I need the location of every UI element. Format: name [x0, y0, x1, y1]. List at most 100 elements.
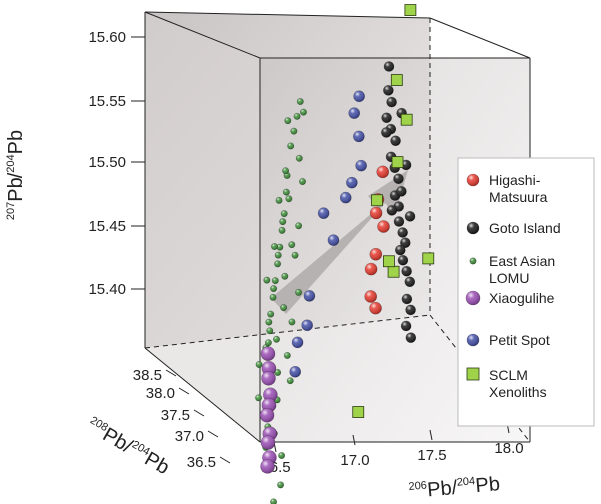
x-tick-mark [429, 429, 433, 441]
legend: Higashi-Matsuura Goto Island East AsianLOM… [457, 157, 595, 427]
point-goto-shine [401, 266, 412, 277]
x-label-ref: 204 [456, 475, 475, 489]
point-eastasian-shine [293, 113, 301, 120]
legend-item-petitspot: Petit Spot [466, 332, 550, 348]
point-goto-shine [400, 237, 411, 248]
z-tick-mark [178, 387, 190, 395]
point-eastasian-shine [267, 310, 274, 318]
point-petitspot-shine [348, 107, 360, 119]
legend-label: LOMU [489, 270, 529, 286]
point-sclm [391, 156, 404, 169]
point-eastasian-shine [297, 98, 304, 105]
legend-items: Higashi-Matsuura Goto Island East AsianLOM… [465, 172, 561, 400]
point-goto-shine [404, 276, 415, 287]
box-edge [144, 11, 431, 19]
point-eastasian-shine [277, 481, 284, 489]
z-tick-mark [207, 430, 219, 438]
point-eastasian-shine [283, 188, 290, 196]
point-eastasian-shine [285, 195, 293, 202]
point-eastasian-shine [272, 277, 279, 284]
z-tick-mark [219, 456, 231, 464]
point-eastasian-shine [275, 251, 282, 259]
x-tick-label: 17.5 [417, 447, 446, 464]
legend-label: East Asian [489, 253, 555, 269]
point-goto-shine [393, 216, 404, 227]
legend-box [457, 157, 595, 427]
point-eastasian-shine [274, 369, 281, 376]
x-axis-title: 206Pb/204Pb [408, 473, 501, 501]
box-edge [144, 347, 261, 443]
point-higashi-shine [377, 220, 390, 233]
point-eastasian-shine [282, 167, 289, 174]
point-eastasian-shine [270, 285, 277, 292]
point-eastasian-shine [284, 117, 291, 124]
y-tick-label: 15.55 [88, 93, 126, 110]
legend-swatch-shine [467, 222, 479, 234]
point-goto-shine [383, 85, 394, 96]
point-eastasian-shine [273, 336, 280, 343]
point-eastasian-shine [287, 142, 294, 150]
point-petitspot-shine [318, 207, 330, 219]
point-goto-shine [405, 332, 416, 343]
point-petitspot-shine [355, 160, 367, 172]
point-eastasian-shine [280, 304, 287, 311]
legend-item-goto: Goto Island [466, 220, 561, 236]
point-eastasian-shine [281, 273, 289, 280]
point-petitspot-shine [303, 290, 315, 302]
legend-swatch-shine [467, 174, 479, 186]
point-goto-shine [381, 112, 392, 123]
z-tick-label: 38.0 [146, 385, 175, 402]
point-eastasian-shine [287, 377, 294, 384]
point-eastasian-shine [295, 222, 302, 229]
point-higashi-shine [370, 206, 383, 219]
point-higashi-shine [369, 248, 382, 261]
point-eastasian-shine [284, 352, 291, 359]
point-eastasian-shine [278, 452, 285, 459]
x-label-mass: 206 [408, 479, 427, 493]
legend-label: Xiaogulihe [489, 290, 555, 306]
point-goto-shine [405, 304, 416, 315]
y-label-mass: 207 [5, 202, 17, 220]
y-tick-label: 15.60 [88, 29, 126, 46]
point-eastasian-shine [269, 294, 277, 301]
point-eastasian-shine [300, 108, 307, 116]
point-eastasian-shine [263, 276, 271, 284]
point-goto-shine [396, 186, 407, 197]
point-sclm [383, 255, 395, 268]
point-sclm [387, 265, 400, 278]
point-eastasian-shine [299, 178, 306, 185]
legend-swatch-shine [467, 334, 479, 346]
point-higashi-shine [369, 302, 382, 315]
point-eastasian-shine [295, 289, 302, 296]
point-goto-shine [405, 211, 416, 222]
legend-label: Petit Spot [489, 332, 550, 348]
point-petitspot-shine [353, 90, 365, 102]
box-hidden-edge [144, 314, 431, 349]
z-tick-mark [165, 369, 177, 377]
point-petitspot-shine [301, 319, 313, 331]
z-tick-label: 37.0 [175, 428, 204, 445]
box-edge [144, 11, 261, 59]
point-higashi-shine [376, 165, 389, 178]
point-goto-shine [397, 227, 408, 238]
legend-label: SCLM [489, 367, 528, 383]
point-petitspot-shine [346, 177, 358, 189]
point-higashi-shine [365, 263, 378, 276]
z-axis-ticks: 36.5 37.0 37.5 38.038.5 [133, 367, 231, 471]
point-petitspot-shine [289, 366, 301, 378]
point-eastasian-shine [296, 155, 303, 162]
point-eastasian-shine [288, 241, 295, 248]
point-sclm [400, 113, 413, 126]
z-tick-label: 38.5 [133, 367, 162, 384]
point-xiaogulihe-shine [260, 408, 275, 423]
point-eastasian-shine [290, 127, 298, 135]
y-tick-label: 15.50 [88, 154, 126, 171]
data-points [255, 4, 435, 504]
z-tick-mark [193, 409, 205, 417]
point-goto-shine [386, 97, 397, 108]
z-tick-label: 36.5 [187, 454, 216, 471]
point-goto-shine [395, 245, 406, 256]
point-eastasian-shine [266, 327, 273, 334]
point-sclm [371, 194, 383, 207]
y-tick-label: 15.45 [88, 218, 126, 235]
